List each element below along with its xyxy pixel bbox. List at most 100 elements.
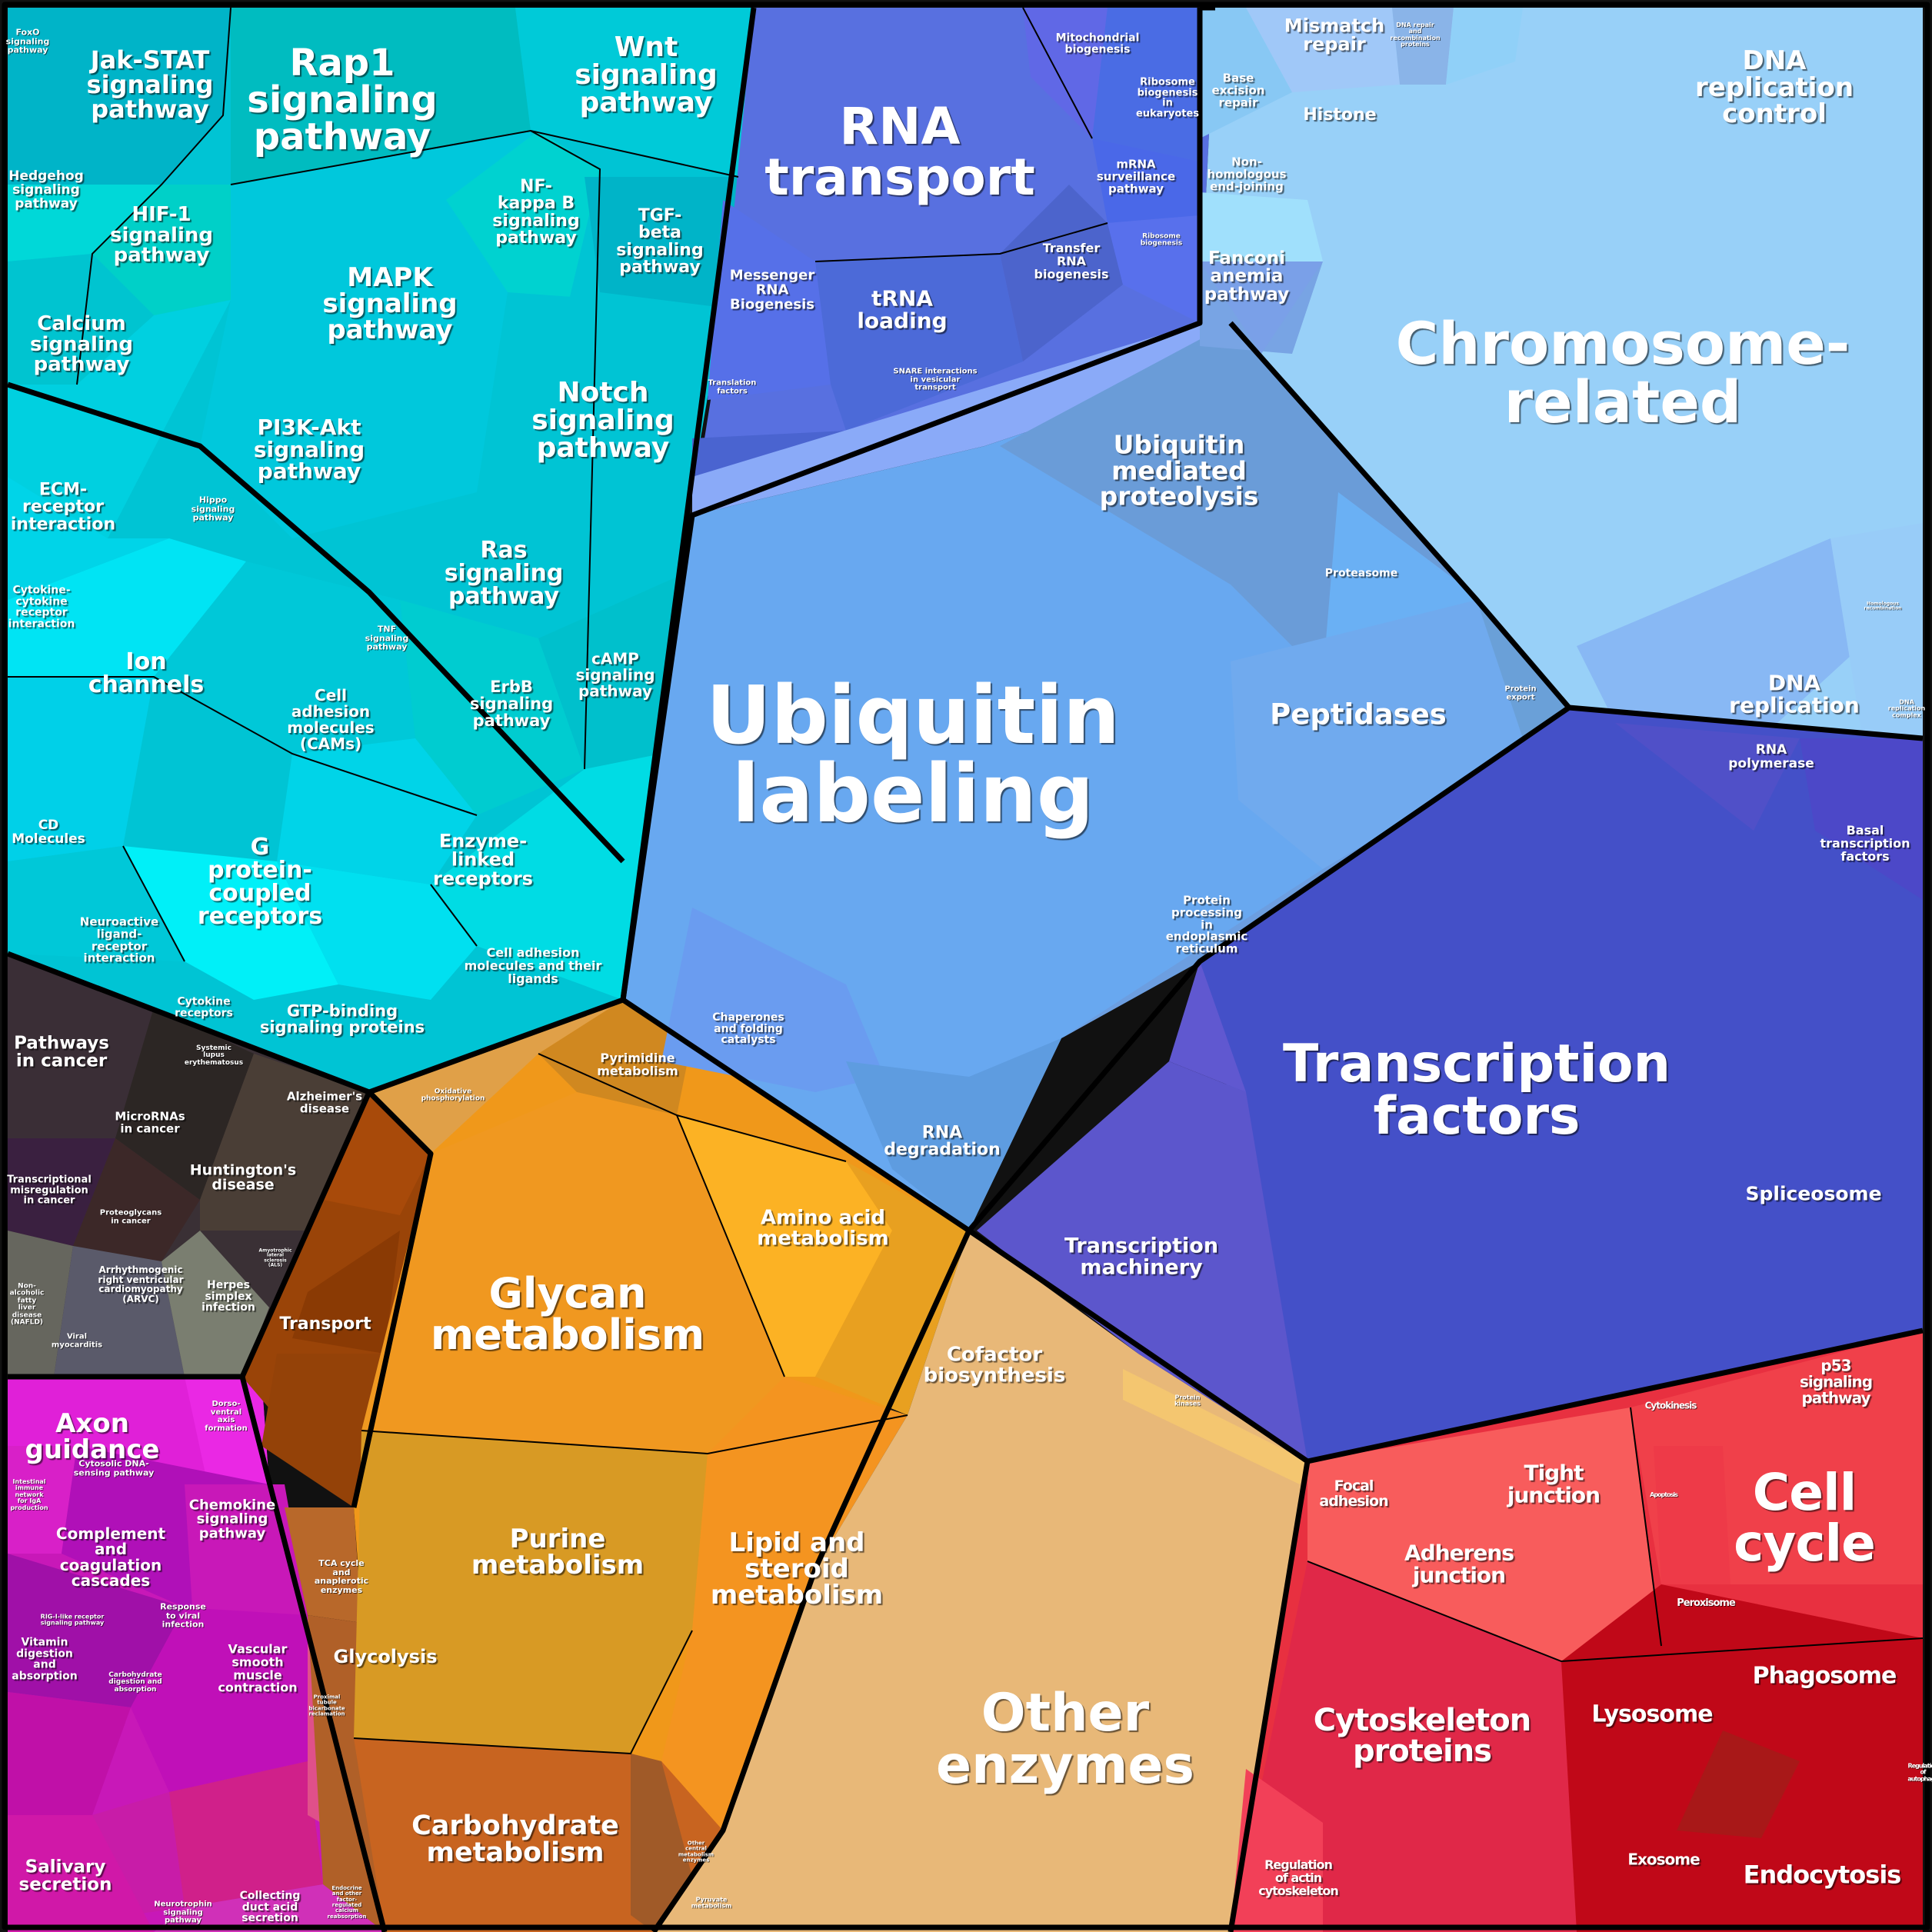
- label-mrna-surveillance: mRNA surveillance pathway: [1096, 157, 1176, 195]
- label-carbohydrate-metabolism: Carbohydrate metabolism: [411, 1810, 619, 1868]
- label-cytokine-cytokine-receptor: Cytokine- cytokine receptor interaction: [8, 584, 75, 631]
- label-messenger-rna-biogenesis: Messenger RNA Biogenesis: [729, 267, 815, 313]
- label-vascular-smooth-muscle: Vascular smooth muscle contraction: [218, 1641, 298, 1695]
- label-hippo-signaling: Hippo signaling pathway: [191, 495, 235, 523]
- label-cell-cycle: Cell cycle: [1734, 1463, 1876, 1573]
- label-tnf-signaling: TNF signaling pathway: [365, 624, 409, 652]
- label-transfer-rna-biogenesis: Transfer RNA biogenesis: [1034, 240, 1109, 281]
- label-tca-cycle: TCA cycle and anaplerotic enzymes: [314, 1557, 369, 1595]
- label-lipid-steroid-metabolism: Lipid and steroid metabolism: [710, 1527, 884, 1611]
- label-transport: Transport: [279, 1314, 371, 1334]
- label-protein-kinases: Protein kinases: [1174, 1394, 1201, 1407]
- label-herpes-simplex: Herpes simplex infection: [202, 1278, 255, 1314]
- label-endocytosis: Endocytosis: [1743, 1860, 1902, 1890]
- label-chaperones-folding: Chaperones and folding catalysts: [712, 1011, 784, 1047]
- label-wnt-signaling: Wnt signaling pathway: [575, 32, 718, 118]
- label-hedgehog-signaling: Hedgehog signaling pathway: [8, 168, 84, 212]
- label-chemokine-signaling: Chemokine signaling pathway: [188, 1497, 276, 1542]
- label-regulation-of-actin-cytoskeleton: Regulation of actin cytoskeleton: [1258, 1857, 1339, 1898]
- label-cytokine-receptors: Cytokine receptors: [175, 995, 233, 1019]
- label-intestinal-immune-network: Intestinal immune network for IgA produc…: [10, 1478, 48, 1511]
- label-mitochondrial-biogenesis: Mitochondrial biogenesis: [1055, 32, 1140, 55]
- label-chromosome-related: Chromosome- related: [1395, 309, 1850, 436]
- label-alzheimers-disease: Alzheimer's disease: [286, 1089, 363, 1115]
- label-other-enzymes: Other enzymes: [936, 1683, 1194, 1796]
- label-ubiquitin-mediated-proteolysis: Ubiquitin mediated proteolysis: [1099, 429, 1259, 511]
- label-mapk-signaling: MAPK signaling pathway: [322, 262, 458, 345]
- label-notch-signaling: Notch signaling pathway: [531, 377, 675, 464]
- label-gtp-binding-signaling: GTP-binding signaling proteins: [259, 1001, 425, 1037]
- label-viral-myocarditis: Viral myocarditis: [51, 1332, 103, 1349]
- label-tgfbeta-signaling: TGF- beta signaling pathway: [616, 206, 704, 278]
- label-phagosome: Phagosome: [1752, 1662, 1897, 1690]
- label-vitamin-digestion: Vitamin digestion and absorption: [12, 1636, 78, 1683]
- label-arvc: Arrhythmogenic right ventricular cardiom…: [98, 1264, 184, 1304]
- label-purine-metabolism: Purine metabolism: [471, 1524, 645, 1581]
- label-pyruvate-metabolism: Pyruvate metabolism: [691, 1896, 732, 1910]
- label-carbohydrate-digestion: Carbohydrate digestion and absorption: [108, 1671, 162, 1694]
- label-jak-stat-signaling: Jak-STAT signaling pathway: [86, 45, 214, 124]
- label-micrornas-in-cancer: MicroRNAs in cancer: [115, 1109, 185, 1135]
- label-apoptosis: Apoptosis: [1650, 1491, 1678, 1498]
- label-protein-export: Protein export: [1504, 685, 1537, 701]
- label-systemic-lupus: Systemic lupus erythematosus: [184, 1044, 244, 1067]
- label-tight-junction: Tight junction: [1507, 1460, 1601, 1507]
- label-complement-coagulation: Complement and coagulation cascades: [55, 1524, 166, 1591]
- label-calcium-signaling: Calcium signaling pathway: [30, 312, 133, 377]
- label-cytosolic-dna-sensing: Cytosolic DNA- sensing pathway: [73, 1458, 155, 1477]
- label-transcriptional-misregulation: Transcriptional misregulation in cancer: [7, 1174, 92, 1207]
- label-response-to-viral-infection: Response to viral infection: [160, 1601, 206, 1630]
- label-salivary-secretion: Salivary secretion: [18, 1857, 112, 1895]
- label-focal-adhesion: Focal adhesion: [1319, 1477, 1388, 1510]
- label-histone: Histone: [1303, 105, 1377, 125]
- label-ribosome-biogenesis-eukaryotes: Ribosome biogenesis in eukaryotes: [1135, 76, 1200, 120]
- label-p53-signaling: p53 signaling pathway: [1799, 1356, 1873, 1407]
- label-ion-channels: Ion channels: [88, 648, 205, 698]
- label-trna-loading: tRNA loading: [857, 285, 948, 333]
- label-basal-transcription-factors: Basal transcription factors: [1820, 822, 1910, 864]
- label-nfkb-signaling: NF- kappa B signaling pathway: [492, 177, 580, 248]
- label-dna-replication-control: DNA replication control: [1694, 45, 1854, 130]
- label-cd-molecules: CD Molecules: [12, 818, 85, 847]
- label-lysosome: Lysosome: [1591, 1700, 1713, 1728]
- label-cytokinesis: Cytokinesis: [1644, 1400, 1697, 1411]
- label-glycan-metabolism: Glycan metabolism: [430, 1269, 705, 1359]
- label-neurotrophin-signaling: Neurotrophin signaling pathway: [154, 1900, 212, 1925]
- label-neuroactive-ligand-receptor: Neuroactive ligand- receptor interaction: [79, 914, 159, 965]
- label-ubiquitin-labeling: Ubiquitin labeling: [705, 668, 1121, 841]
- label-protein-processing-er: Protein processing in endoplasmic reticu…: [1165, 893, 1248, 956]
- label-fanconi-anemia: Fanconi anemia pathway: [1204, 248, 1290, 305]
- label-axon-guidance: Axon guidance: [25, 1408, 160, 1465]
- label-regulation-of-autophagy: Regulation of autophagy: [1907, 1762, 1932, 1783]
- label-pyrimidine-metabolism: Pyrimidine metabolism: [597, 1051, 678, 1078]
- label-proteoglycans-in-cancer: Proteoglycans in cancer: [99, 1208, 162, 1225]
- label-peroxisome: Peroxisome: [1677, 1597, 1736, 1610]
- label-non-homologous-end-joining: Non- homologous end-joining: [1207, 155, 1287, 193]
- label-amino-acid-metabolism: Amino acid metabolism: [757, 1206, 889, 1250]
- label-rap1-signaling: Rap1 signaling pathway: [247, 42, 438, 158]
- label-base-excision-repair: Base excision repair: [1211, 71, 1265, 109]
- label-pathways-in-cancer: Pathways in cancer: [14, 1033, 109, 1071]
- label-collecting-duct-acid: Collecting duct acid secretion: [239, 1889, 301, 1925]
- label-dna-repair-recombination-proteins: DNA repair and recombination proteins: [1390, 22, 1441, 48]
- label-adherens-junction: Adherens junction: [1404, 1540, 1514, 1587]
- label-rna-polymerase: RNA polymerase: [1728, 742, 1814, 771]
- label-nafld: Non- alcoholic fatty liver disease (NAFL…: [9, 1282, 45, 1327]
- label-als: Amyotrophic lateral sclerosis (ALS): [258, 1247, 292, 1268]
- label-rig-i-like-receptor: RIG-I-like receptor signaling pathway: [40, 1613, 105, 1627]
- label-rna-degradation: RNA degradation: [884, 1123, 1001, 1160]
- label-dna-replication: DNA replication: [1729, 670, 1860, 718]
- label-proteasome: Proteasome: [1324, 567, 1398, 580]
- label-exosome: Exosome: [1627, 1850, 1700, 1869]
- label-dna-replication-complex: DNA replication complex: [1887, 698, 1926, 719]
- label-spliceosome: Spliceosome: [1745, 1182, 1882, 1205]
- label-glycolysis: Glycolysis: [333, 1645, 438, 1667]
- label-peptidases: Peptidases: [1270, 698, 1447, 731]
- label-camp-signaling: cAMP signaling pathway: [575, 649, 655, 701]
- label-ribosome-biogenesis: Ribosome biogenesis: [1140, 232, 1183, 248]
- label-proximal-tubule-bicarbonate: Proximal tubule bicarbonate reclamation: [308, 1694, 345, 1717]
- label-gpcr: G protein- coupled receptors: [197, 834, 323, 930]
